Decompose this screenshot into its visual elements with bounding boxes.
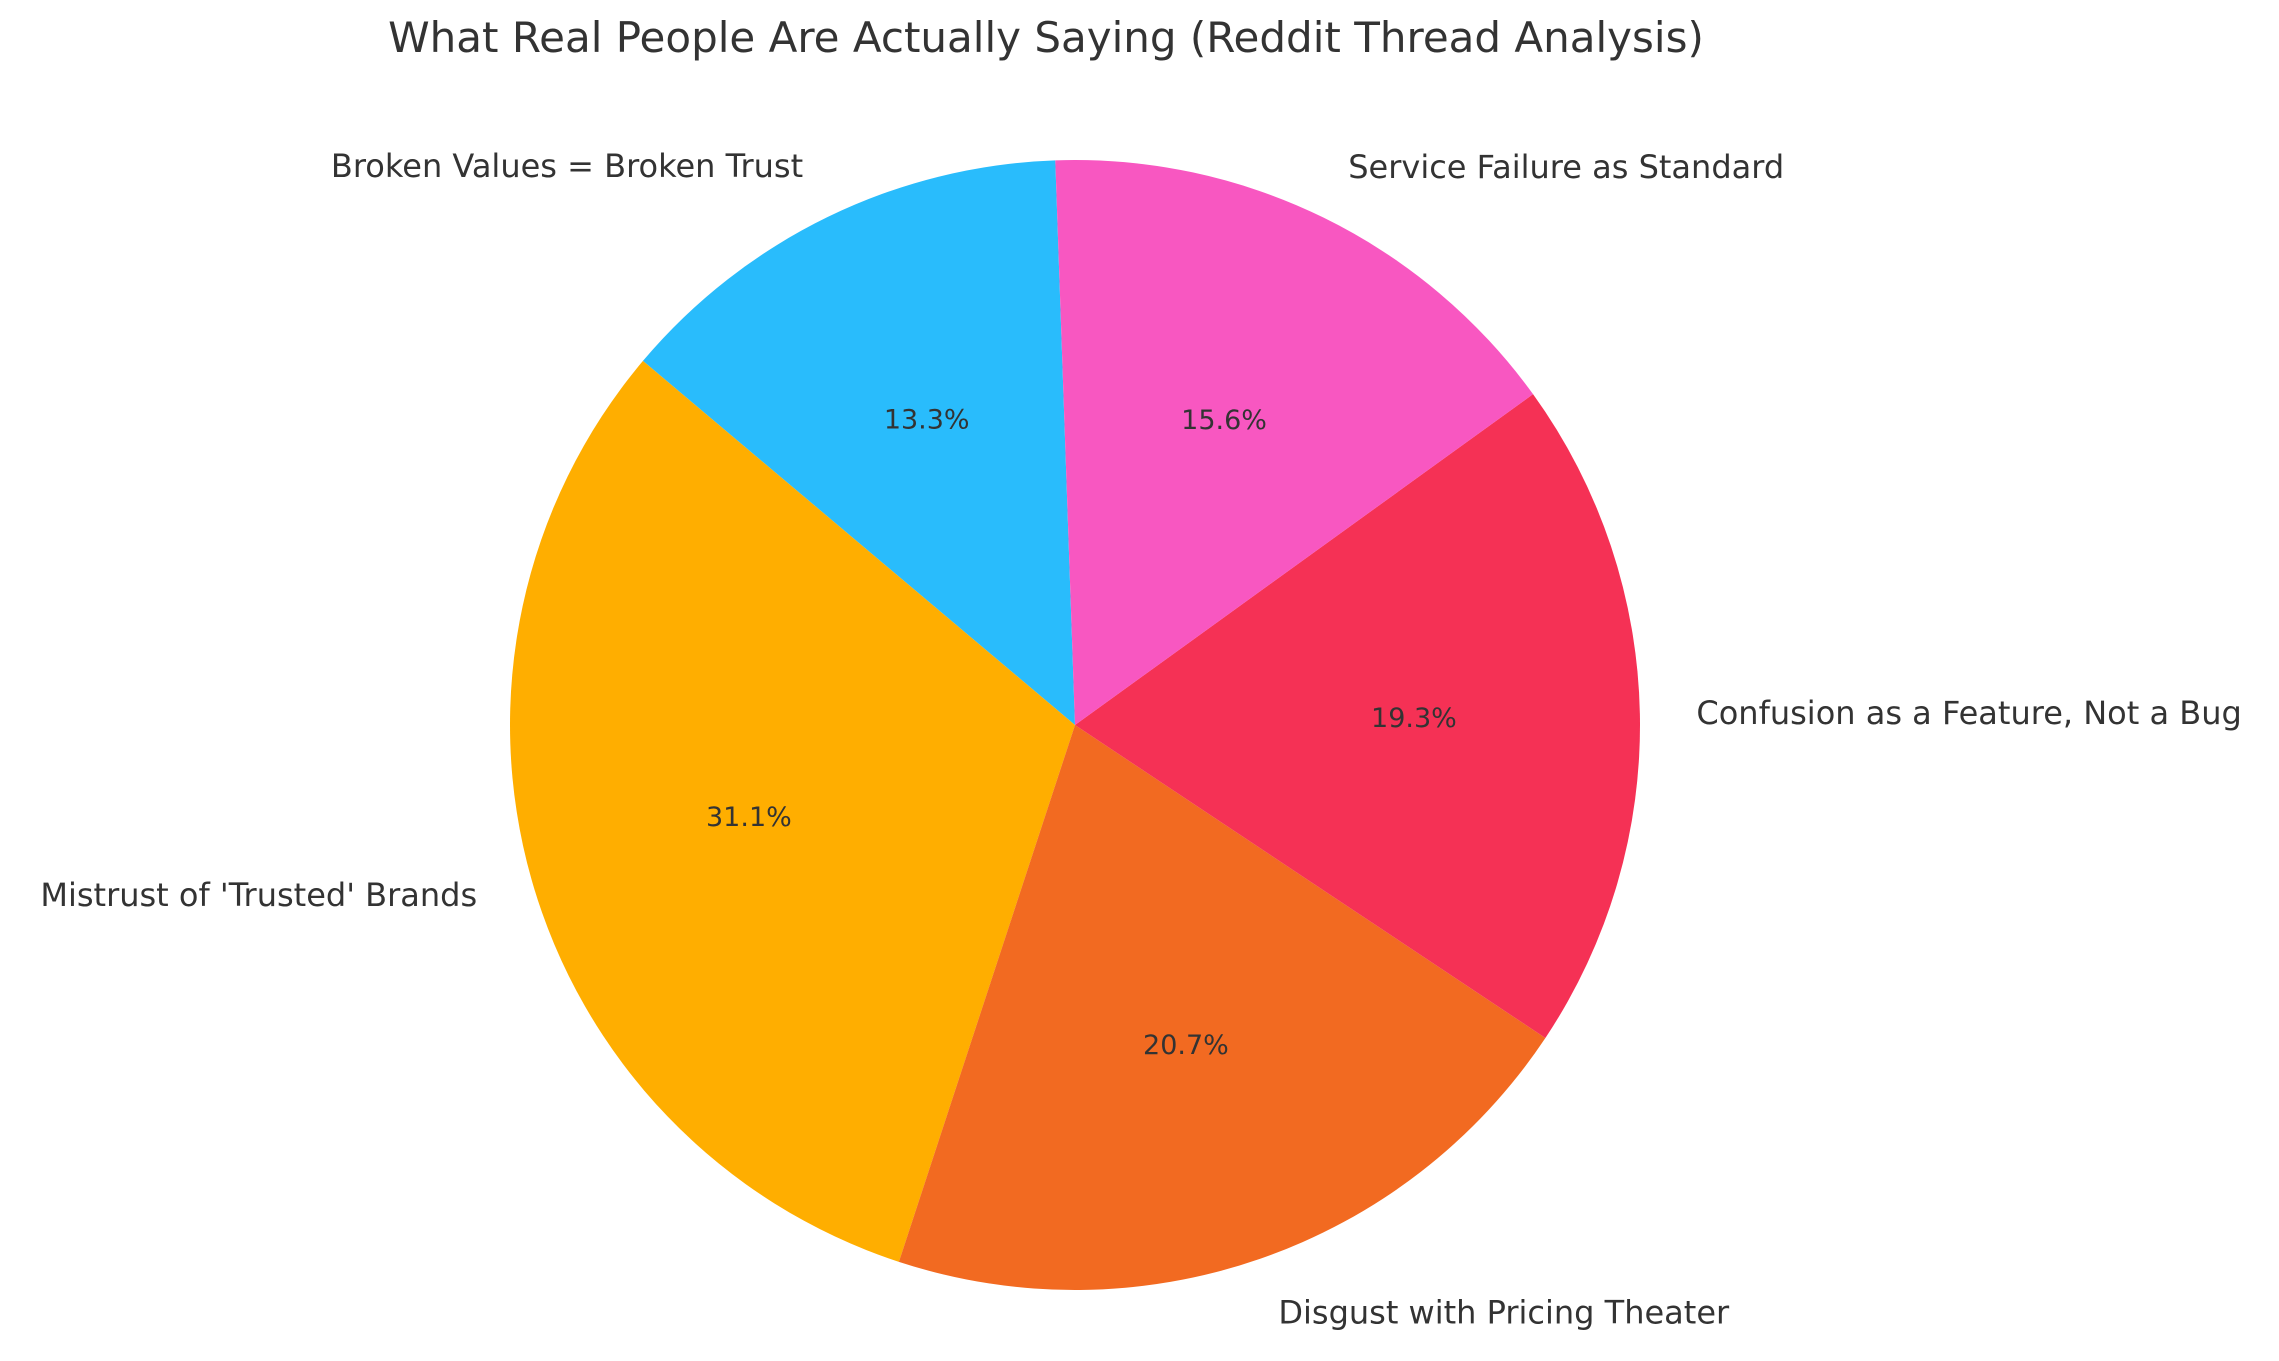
pct-label-broken-values-broken-trust: 13.3% bbox=[884, 405, 970, 436]
chart-title: What Real People Are Actually Saying (Re… bbox=[388, 13, 1704, 62]
pie-slices bbox=[509, 160, 1641, 1290]
pct-label-mistrust-of-trusted-brands: 31.1% bbox=[706, 802, 792, 833]
pie-slice-service-failure-as-standard bbox=[1055, 160, 1534, 725]
slice-label-service-failure-as-standard: Service Failure as Standard bbox=[1348, 148, 1784, 186]
pct-label-disgust-with-pricing-theater: 20.7% bbox=[1143, 1030, 1229, 1061]
pie-slice-confusion-as-a-feature-not-a-bug bbox=[1075, 394, 1641, 1038]
pie-slice-mistrust-of-trusted-brands bbox=[509, 360, 1075, 1262]
slice-label-disgust-with-pricing-theater: Disgust with Pricing Theater bbox=[1278, 1293, 1730, 1331]
pie-slice-disgust-with-pricing-theater bbox=[898, 725, 1546, 1290]
pie-slice-broken-values-broken-trust bbox=[642, 160, 1075, 725]
percentage-labels: 13.3% 31.1% 20.7% 19.3% 15.6% bbox=[706, 405, 1457, 1061]
pct-label-service-failure-as-standard: 15.6% bbox=[1181, 405, 1267, 436]
slice-label-broken-values-broken-trust: Broken Values = Broken Trust bbox=[331, 147, 803, 185]
slice-label-confusion-as-a-feature-not-a-bug: Confusion as a Feature, Not a Bug bbox=[1696, 694, 2241, 732]
pct-label-confusion-as-a-feature-not-a-bug: 19.3% bbox=[1371, 703, 1457, 734]
slice-labels: Broken Values = Broken Trust Mistrust of … bbox=[40, 147, 2241, 1331]
slice-label-mistrust-of-trusted-brands: Mistrust of 'Trusted' Brands bbox=[40, 876, 477, 914]
